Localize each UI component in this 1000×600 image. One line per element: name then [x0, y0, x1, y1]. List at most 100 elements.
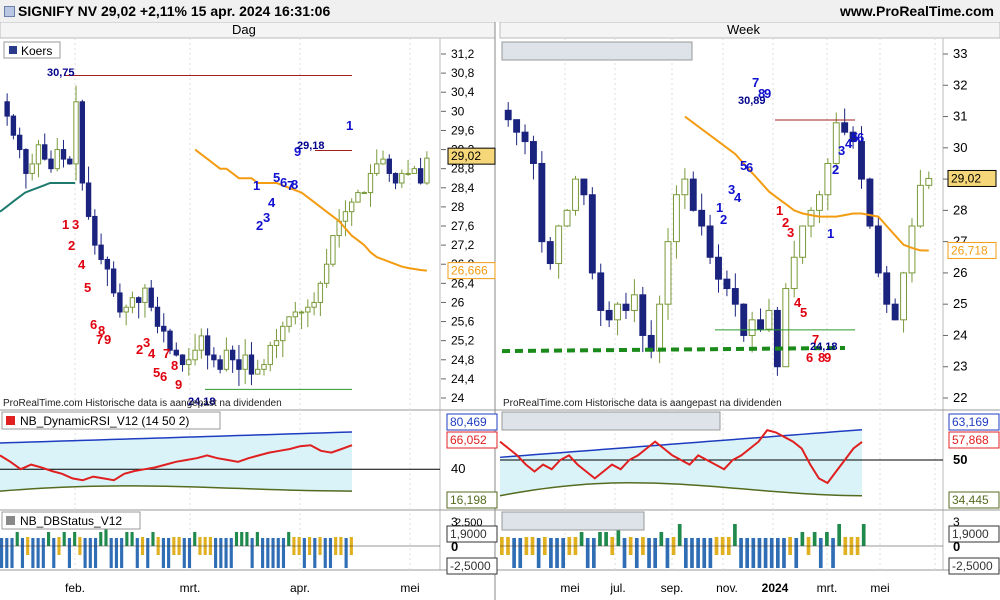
- w-candle-body-31: [765, 309, 773, 330]
- d-status-bar-up-24: [125, 532, 129, 546]
- d-status-bar-down-33: [172, 546, 176, 555]
- d-status-bar-up-32: [167, 538, 171, 546]
- w-status-bar-down-56: [843, 546, 848, 555]
- d-candle-body-29: [186, 359, 192, 366]
- d-candle-body-21: [135, 297, 142, 303]
- d-candle-body-23: [148, 287, 154, 308]
- w-status-bar-up-15: [592, 538, 596, 546]
- w-status-bar-up-44: [769, 538, 774, 546]
- w-candle-body-24: [706, 225, 714, 258]
- chart-canvas[interactable]: DagWeek31,230,830,43029,629,228,828,4282…: [0, 22, 1000, 600]
- d-status-bar-up-63: [328, 538, 333, 546]
- d-buy-count-6: 7: [287, 178, 294, 193]
- weekly-header: Week: [727, 22, 760, 37]
- w-status-bar-up-5: [530, 537, 535, 546]
- w-buy-count-13: 5: [851, 130, 858, 145]
- w-candle-body-49: [916, 184, 924, 227]
- w-status-bar-up-50: [806, 537, 811, 546]
- w-status-bar-up-49: [800, 532, 805, 546]
- w-buy-count-10: 2: [832, 162, 839, 177]
- w-candle-body-0: [504, 109, 512, 121]
- d-xlabel-2: apr.: [290, 581, 310, 595]
- w-status-bar-up-8: [549, 538, 553, 546]
- d-ytick-0: 31,2: [451, 47, 475, 61]
- w-rsi-title-box: [501, 411, 721, 431]
- w-status-bar-down-6: [536, 546, 541, 568]
- d-candle-body-55: [348, 201, 355, 213]
- w-ytick-1: 32: [953, 77, 967, 92]
- w-buy-count-3: 4: [734, 190, 742, 205]
- w-rsi-lower-tag-box: [948, 491, 1000, 509]
- d-status-bar-up-36: [187, 538, 192, 546]
- d-rsi-value-tag-box: [446, 431, 498, 449]
- d-buy-count-0: 2: [256, 218, 263, 233]
- w-status-bar-down-35: [714, 546, 719, 555]
- w-candle-body-21: [681, 178, 689, 196]
- d-candle-body-45: [286, 316, 292, 327]
- w-candle-body-38: [824, 162, 832, 196]
- d-status-bar-up-7: [36, 538, 40, 546]
- w-high-label: 30,89: [738, 95, 766, 107]
- d-sell-count-2: 2: [68, 238, 75, 253]
- d-status-bar-down-31: [161, 546, 165, 568]
- d-candle-body-31: [198, 335, 205, 351]
- d-rsi-title-box: [1, 411, 221, 430]
- d-buy-count-2: 1: [253, 178, 260, 193]
- d-ema-line: [194, 148, 427, 272]
- d-candle-body-61: [386, 158, 392, 174]
- d-candle-body-32: [204, 335, 211, 356]
- d-rsi-lower-band: [0, 485, 353, 492]
- site-link[interactable]: www.ProRealTime.com: [839, 3, 994, 19]
- d-sell-count-16: 9: [175, 377, 182, 392]
- w-buy-count-9: 1: [827, 226, 834, 241]
- d-status-bar-up-61: [318, 537, 322, 546]
- w-status-bar-up-33: [702, 538, 707, 546]
- w-status-bar-up-2: [512, 538, 516, 546]
- d-status-bar-down-61: [318, 546, 322, 555]
- d-status-bar-up-55: [287, 532, 291, 546]
- d-sell-count-12: 7: [163, 346, 170, 361]
- d-status-bar-down-62: [323, 546, 327, 568]
- d-candle-body-5: [35, 144, 42, 165]
- w-price-tag: 29,02: [951, 171, 981, 185]
- d-status-bar-down-18: [93, 546, 98, 568]
- d-status-bar-down-22: [114, 546, 118, 568]
- d-rsi-title: NB_DynamicRSI_V12 (14 50 2): [20, 414, 189, 428]
- w-candle-body-47: [900, 272, 908, 321]
- d-candle-body-10: [67, 158, 73, 165]
- w-support-trend-line: [501, 345, 846, 354]
- d-candle-body-20: [129, 297, 136, 308]
- w-status-bar-down-34: [708, 546, 713, 568]
- d-candle-body-4: [29, 163, 35, 174]
- d-status-bar-down-63: [328, 546, 333, 568]
- w-status-bar-up-57: [849, 537, 854, 546]
- d-candle-body-14: [92, 215, 98, 246]
- d-ytick-4: 29,6: [451, 123, 475, 137]
- d-status-bar-up-13: [67, 538, 71, 546]
- w-status-top-tag: 3: [953, 515, 960, 529]
- d-candle-body-33: [211, 354, 217, 361]
- w-xlabel-6: mei: [870, 581, 889, 595]
- d-status-down-tag: -2,5000: [450, 559, 491, 573]
- w-sell-count-8: 9: [824, 350, 831, 365]
- d-status-bar-down-36: [187, 546, 192, 568]
- w-candle-body-12: [605, 309, 613, 321]
- w-candle-body-34: [790, 256, 798, 290]
- w-status-bar-up-45: [776, 538, 780, 546]
- w-status-bar-down-0: [500, 546, 504, 555]
- d-buy-count-4: 5: [273, 170, 280, 185]
- d-candle-body-12: [79, 101, 86, 184]
- w-candle-body-45: [883, 272, 891, 305]
- w-status-bar-up-6: [536, 538, 541, 546]
- d-status-bar-up-2: [10, 538, 14, 546]
- w-status-bar-down-36: [720, 546, 725, 555]
- d-status-bar-down-43: [224, 546, 228, 568]
- d-rsi-title-swatch: [6, 416, 15, 425]
- w-status-bar-down-50: [806, 546, 811, 555]
- instrument-icon[interactable]: [4, 6, 15, 17]
- d-xlabel-3: mei: [400, 581, 419, 595]
- w-candle-body-10: [588, 194, 596, 274]
- d-buy-count-8: 8: [291, 177, 298, 192]
- d-candle-body-8: [54, 149, 60, 170]
- w-legend-box: [501, 41, 693, 61]
